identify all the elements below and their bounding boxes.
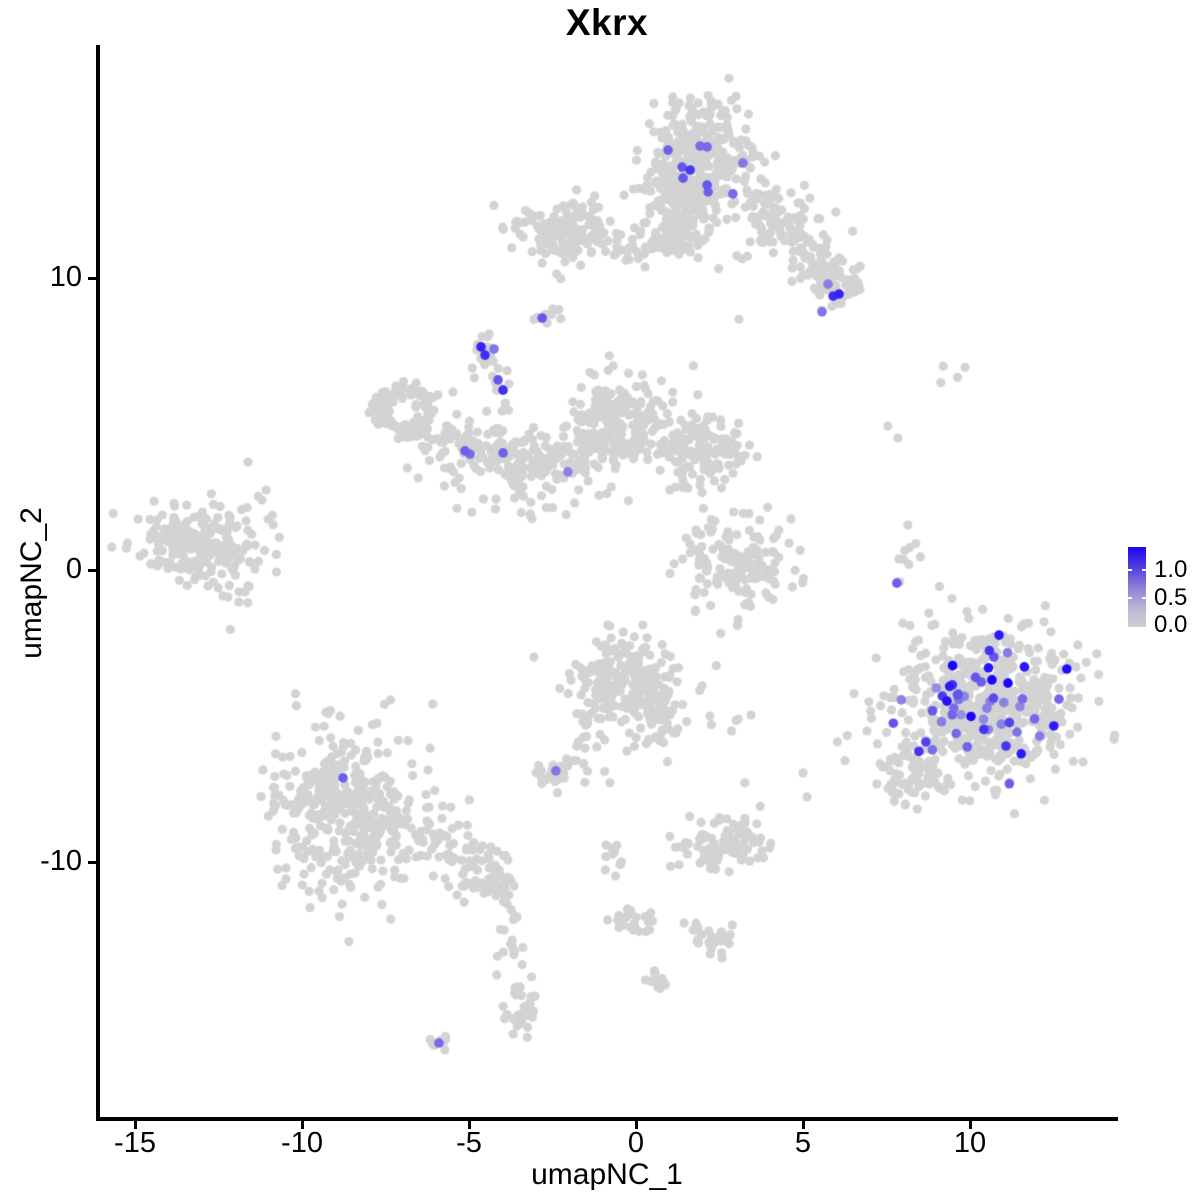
x-tick-mark: [300, 1121, 304, 1129]
legend-bar-tick: [1142, 569, 1146, 571]
x-tick-mark: [467, 1121, 471, 1129]
chart-title: Xkrx: [565, 2, 649, 43]
x-axis-line: [96, 1117, 1118, 1121]
x-tick-mark: [968, 1121, 972, 1129]
x-tick-label: -10: [281, 1127, 323, 1159]
legend-tick-label: 0.0: [1154, 611, 1188, 638]
y-tick-label: -10: [40, 845, 82, 877]
y-tick-label: 0: [65, 553, 82, 585]
x-tick-label: 0: [627, 1127, 645, 1159]
x-tick-label: 5: [794, 1127, 812, 1159]
y-tick-mark: [88, 276, 96, 280]
x-tick-label: -5: [456, 1127, 482, 1159]
x-tick-mark: [133, 1121, 137, 1129]
y-tick-label: 10: [49, 261, 82, 293]
x-tick-label: -15: [114, 1127, 156, 1159]
x-tick-mark: [801, 1121, 805, 1129]
colorbar-gradient: [1128, 547, 1146, 627]
y-axis-line: [96, 45, 100, 1121]
x-tick-mark: [634, 1121, 638, 1129]
legend-bar-tick: [1128, 596, 1132, 599]
x-axis-title: umapNC_1: [531, 1158, 683, 1191]
legend-bar-tick: [1128, 569, 1132, 571]
y-tick-mark: [88, 568, 96, 572]
legend-bar-tick: [1142, 596, 1146, 599]
legend-tick-label: 1.0: [1154, 556, 1188, 583]
y-tick-mark: [88, 860, 96, 864]
legend-tick-label: 0.5: [1154, 583, 1188, 611]
x-tick-label: 10: [953, 1127, 987, 1159]
